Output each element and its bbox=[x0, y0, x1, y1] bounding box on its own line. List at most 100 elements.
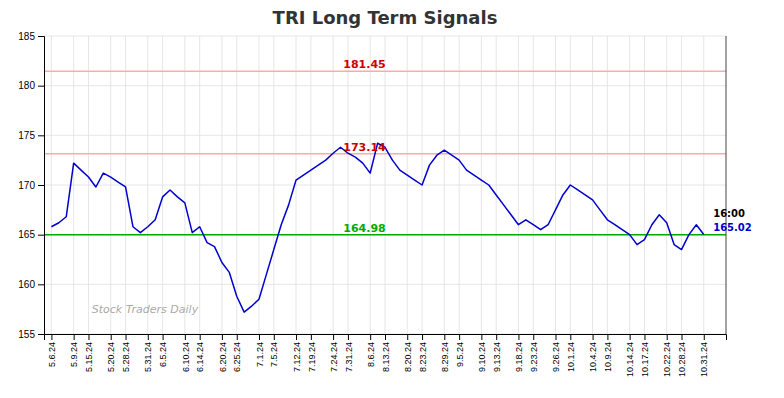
tick-mark bbox=[38, 334, 44, 335]
tick: 170 bbox=[18, 180, 44, 191]
price-line bbox=[51, 143, 703, 312]
tick: 6.20.24 bbox=[218, 334, 228, 372]
tick-label: 6.5.24 bbox=[158, 342, 168, 367]
tick: 10.17.24 bbox=[640, 334, 650, 377]
tick-label: 9.5.24 bbox=[455, 342, 465, 367]
tick-mark bbox=[348, 334, 349, 340]
grid-line bbox=[125, 36, 126, 334]
tick-label: 8.29.24 bbox=[440, 342, 450, 372]
tick-mark bbox=[481, 334, 482, 340]
tick-mark bbox=[518, 334, 519, 340]
tick: 180 bbox=[18, 80, 44, 91]
grid-line bbox=[147, 36, 148, 334]
watermark: Stock Traders Daily bbox=[92, 303, 199, 316]
tick-mark bbox=[570, 334, 571, 340]
tick: 8.13.24 bbox=[381, 334, 391, 372]
grid-line bbox=[385, 36, 386, 334]
tick-mark bbox=[38, 235, 44, 236]
tick: 7.19.24 bbox=[307, 334, 317, 372]
tick-label: 6.25.24 bbox=[232, 342, 242, 372]
grid-line bbox=[444, 36, 445, 334]
tick-mark bbox=[311, 334, 312, 340]
grid-line bbox=[518, 36, 519, 334]
tick: 7.5.24 bbox=[269, 334, 279, 367]
grid-line bbox=[110, 36, 111, 334]
tick: 9.18.24 bbox=[514, 334, 524, 372]
tick: 165 bbox=[18, 229, 44, 240]
tick: 5.31.24 bbox=[143, 334, 153, 372]
tick-mark bbox=[556, 334, 557, 340]
x-axis: 5.6.245.9.245.15.245.20.245.28.245.31.24… bbox=[45, 334, 727, 377]
tick-mark bbox=[88, 334, 89, 340]
tick: 10.1.24 bbox=[566, 334, 576, 372]
y-axis: 155 160 165 170 175 180 185 bbox=[18, 31, 44, 340]
grid-line bbox=[347, 36, 348, 334]
tick-label: 7.5.24 bbox=[269, 342, 279, 367]
frame bbox=[726, 36, 727, 334]
tick-label: 5.9.24 bbox=[69, 342, 79, 367]
tick-label: 5.6.24 bbox=[47, 342, 57, 367]
tick-mark bbox=[259, 334, 260, 340]
tick: 185 bbox=[18, 31, 44, 42]
tick-label: 6.20.24 bbox=[218, 342, 228, 372]
reference-label: 164.98 bbox=[343, 222, 385, 235]
tick-label: 10.17.24 bbox=[640, 342, 650, 377]
tick-label: 10.22.24 bbox=[662, 342, 672, 377]
tick: 175 bbox=[18, 130, 44, 141]
tick: 160 bbox=[18, 279, 44, 290]
tick-label: 9.13.24 bbox=[492, 342, 502, 372]
tick-label: 185 bbox=[18, 31, 35, 42]
axis-line bbox=[45, 335, 727, 341]
tick: 6.25.24 bbox=[232, 334, 242, 372]
tick: 155 bbox=[18, 329, 44, 340]
grid bbox=[44, 36, 726, 334]
tick-label: 7.1.24 bbox=[255, 342, 265, 367]
tick-label: 10.4.24 bbox=[588, 342, 598, 372]
tick-mark bbox=[533, 334, 534, 340]
tick: 10.9.24 bbox=[603, 334, 613, 372]
grid-line bbox=[73, 36, 74, 334]
tick-mark bbox=[38, 284, 44, 285]
tick-label: 7.24.24 bbox=[329, 342, 339, 372]
tick-label: 9.23.24 bbox=[529, 342, 539, 372]
grid-line bbox=[162, 36, 163, 334]
tick: 5.15.24 bbox=[84, 334, 94, 372]
tick-label: 8.20.24 bbox=[403, 342, 413, 372]
tick-mark bbox=[459, 334, 460, 340]
grid-line bbox=[681, 36, 682, 334]
marks bbox=[44, 71, 726, 312]
tick-label: 9.10.24 bbox=[477, 342, 487, 372]
tick: 10.28.24 bbox=[677, 334, 687, 377]
grid-line bbox=[184, 36, 185, 334]
tick-mark bbox=[385, 334, 386, 340]
axis-line bbox=[38, 37, 45, 335]
tick-label: 5.28.24 bbox=[121, 342, 131, 372]
tick-mark bbox=[51, 334, 52, 340]
grid-line bbox=[221, 36, 222, 334]
grid-line bbox=[496, 36, 497, 334]
tick: 7.12.24 bbox=[292, 334, 302, 372]
tick: 6.10.24 bbox=[180, 334, 190, 372]
grid-line bbox=[644, 36, 645, 334]
tick-label: 10.1.24 bbox=[566, 342, 576, 372]
tick-mark bbox=[704, 334, 705, 340]
tick-label: 5.15.24 bbox=[84, 342, 94, 372]
tick: 7.24.24 bbox=[329, 334, 339, 372]
grid-line bbox=[310, 36, 311, 334]
tick-mark bbox=[222, 334, 223, 340]
tick: 6.14.24 bbox=[195, 334, 205, 372]
tick-mark bbox=[333, 334, 334, 340]
reference-label: 181.45 bbox=[343, 58, 385, 71]
grid-line bbox=[703, 36, 704, 334]
tick-label: 10.9.24 bbox=[603, 342, 613, 372]
tick-mark bbox=[667, 334, 668, 340]
tick-mark bbox=[407, 334, 408, 340]
grid-line bbox=[607, 36, 608, 334]
tick: 9.10.24 bbox=[477, 334, 487, 372]
grid-line bbox=[592, 36, 593, 334]
tick-label: 7.31.24 bbox=[344, 342, 354, 372]
tick-label: 10.28.24 bbox=[677, 342, 687, 377]
grid-line bbox=[555, 36, 556, 334]
tick-label: 7.19.24 bbox=[307, 342, 317, 372]
tick-mark bbox=[422, 334, 423, 340]
